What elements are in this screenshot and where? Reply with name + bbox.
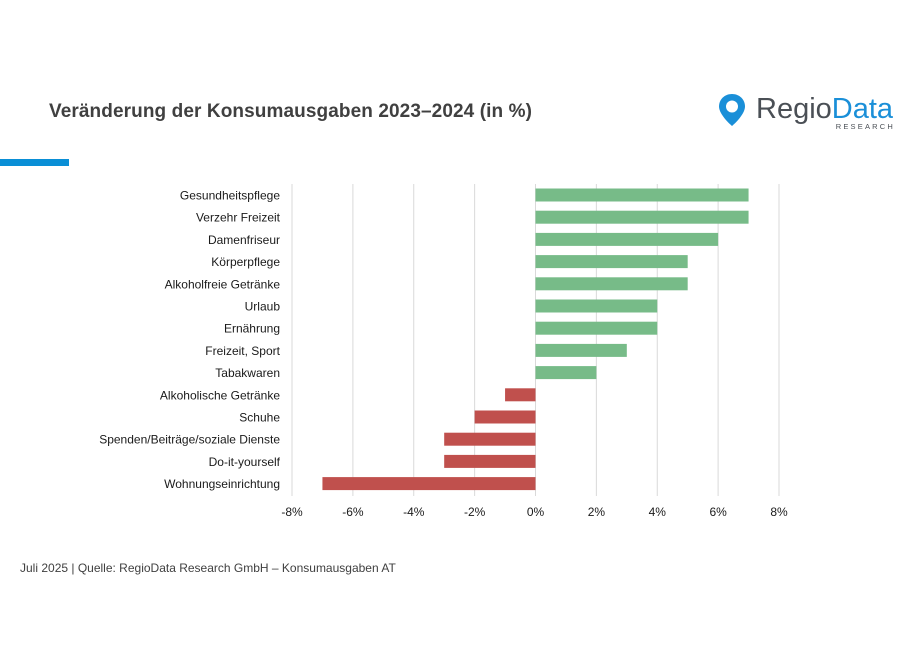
logo-word-regio: Regio xyxy=(756,93,832,125)
x-tick-label: -6% xyxy=(342,505,364,519)
bar xyxy=(474,410,536,424)
category-label: Spenden/Beiträge/soziale Dienste xyxy=(99,433,280,447)
category-label: Alkoholfreie Getränke xyxy=(165,277,281,291)
bar xyxy=(535,210,749,224)
x-tick-label: 0% xyxy=(527,505,545,519)
bar xyxy=(444,454,536,468)
bar xyxy=(322,477,536,491)
location-pin-icon xyxy=(719,94,745,126)
x-axis-tick-labels: -8% -6% -4% -2% 0% 2% 4% 6% 8% xyxy=(281,505,788,519)
category-label: Tabakwaren xyxy=(215,366,280,380)
category-label: Freizeit, Sport xyxy=(205,344,280,358)
logo-subtitle: RESEARCH xyxy=(835,122,895,131)
bar xyxy=(535,343,627,357)
category-label: Urlaub xyxy=(245,300,281,314)
category-label: Alkoholische Getränke xyxy=(160,388,280,402)
bar xyxy=(535,255,688,269)
category-label: Körperpflege xyxy=(211,255,280,269)
category-label: Damenfriseur xyxy=(208,233,280,247)
bar xyxy=(444,432,536,446)
source-footer: Juli 2025 | Quelle: RegioData Research G… xyxy=(20,561,396,575)
bar xyxy=(535,321,658,335)
category-label: Wohnungseinrichtung xyxy=(164,477,280,491)
bar xyxy=(535,299,658,313)
bar xyxy=(535,366,597,380)
x-tick-label: -8% xyxy=(281,505,303,519)
category-label: Verzehr Freizeit xyxy=(196,211,281,225)
bar xyxy=(535,188,749,202)
category-label: Ernährung xyxy=(224,322,280,336)
bar xyxy=(535,277,688,291)
grid-lines xyxy=(291,184,780,496)
bars xyxy=(322,188,749,491)
accent-bar xyxy=(0,159,69,166)
x-tick-label: 2% xyxy=(588,505,606,519)
x-tick-label: -2% xyxy=(464,505,486,519)
x-tick-label: 4% xyxy=(649,505,667,519)
bar xyxy=(505,388,536,402)
x-tick-label: -4% xyxy=(403,505,425,519)
bar xyxy=(535,232,719,246)
category-label: Gesundheitspflege xyxy=(180,189,280,203)
logo-wordmark: RegioData xyxy=(756,92,893,126)
category-label: Schuhe xyxy=(239,411,280,425)
category-labels: Gesundheitspflege Verzehr Freizeit Damenfr… xyxy=(99,189,280,492)
x-tick-label: 6% xyxy=(709,505,727,519)
x-tick-label: 8% xyxy=(770,505,788,519)
chart-title: Veränderung der Konsumausgaben 2023–2024… xyxy=(49,101,533,122)
logo-word-data: Data xyxy=(831,93,894,125)
category-label: Do-it-yourself xyxy=(209,455,281,469)
regiodata-logo: RegioData RESEARCH xyxy=(718,92,903,132)
